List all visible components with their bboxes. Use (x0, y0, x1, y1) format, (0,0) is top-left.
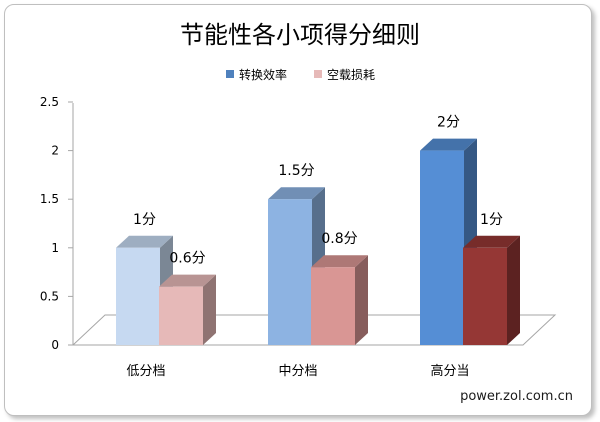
data-label: 2分 (437, 115, 460, 131)
data-label: 1分 (133, 212, 156, 228)
bar-top (463, 235, 520, 248)
bar-front (116, 247, 160, 345)
bar-noload-3: 1分 (463, 212, 520, 345)
bar-top (268, 187, 325, 200)
bars: 1分 0.6分 1.5分 0.8分 2分 1分 (116, 115, 520, 345)
x-axis-labels: 低分档 中分档 高分当 (126, 363, 469, 379)
legend-label-conversion: 转换效率 (239, 67, 287, 82)
bar-top (116, 235, 173, 248)
x-tick-label: 高分当 (430, 363, 469, 379)
y-tick-label: 0 (51, 338, 59, 352)
bar-front (463, 247, 507, 345)
bar-front (159, 286, 203, 345)
bar-top (311, 255, 368, 268)
x-tick-label: 低分档 (126, 364, 165, 379)
y-tick-label: 2.5 (40, 95, 59, 109)
bar-side (203, 274, 216, 345)
data-label: 0.6分 (169, 251, 205, 267)
bar-noload-1: 0.6分 (159, 251, 216, 345)
x-tick-label: 中分档 (278, 364, 317, 379)
bar-front (311, 267, 355, 345)
bar-side (507, 235, 520, 345)
bar-top (159, 274, 216, 287)
bar-front (268, 199, 312, 345)
bar-front (420, 150, 464, 345)
y-tick-label: 1 (51, 241, 59, 255)
data-label: 0.8分 (321, 231, 357, 247)
bar-top (420, 138, 477, 151)
y-tick-label: 1.5 (40, 192, 59, 206)
bar-side (355, 255, 368, 345)
legend-swatch-conversion (226, 70, 234, 78)
chart-title: 节能性各小项得分细则 (180, 21, 420, 49)
watermark: power.zol.com.cn (460, 389, 573, 404)
legend: 转换效率 空载损耗 (226, 67, 375, 82)
y-tick-label: 2 (51, 144, 59, 158)
y-tick-label: 0.5 (40, 289, 59, 303)
data-label: 1.5分 (278, 163, 314, 179)
legend-label-noload: 空载损耗 (327, 68, 375, 82)
legend-swatch-noload (314, 70, 322, 78)
data-label: 1分 (480, 212, 503, 228)
y-axis-ticks: 0 0.5 1 1.5 2 2.5 (40, 95, 73, 352)
bar-noload-2: 0.8分 (311, 231, 368, 345)
